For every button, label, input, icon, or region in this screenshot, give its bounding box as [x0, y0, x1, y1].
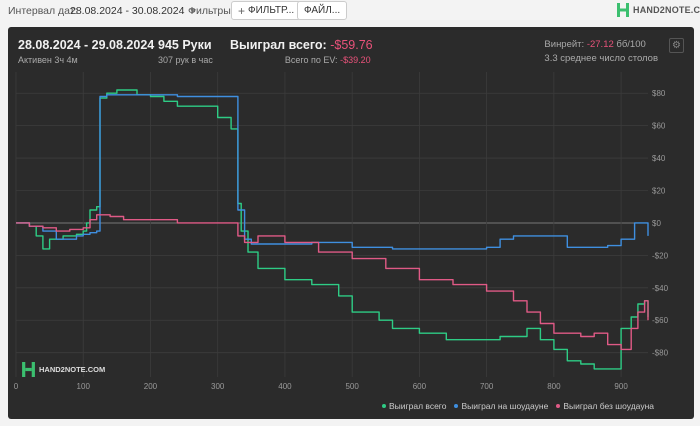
winnings-chart: $80 $60 $40 $20 $0 -$20 -$40 -$60 -$80 0 100 200 300… [14, 72, 669, 391]
legend-dot [454, 404, 459, 408]
x-tick-label: 0 [14, 382, 19, 391]
filter-button-label: ФИЛЬТР... [248, 5, 295, 16]
y-tick-label: -$40 [652, 284, 669, 293]
brand-logo: HAND2NOTE.COM [617, 3, 700, 17]
y-tick-label: $20 [652, 187, 666, 196]
legend-dot [556, 404, 561, 408]
date-range-text: 28.08.2024 - 29.08.2024 [18, 38, 155, 52]
hands-count: 945 Руки [158, 38, 212, 52]
settings-button[interactable]: ⚙ [669, 38, 684, 53]
x-tick-label: 300 [211, 382, 225, 391]
toolbar: Интервал дат: 28.08.2024 - 30.08.2024 Фи… [0, 0, 700, 24]
won-label: Выиграл всего: [230, 38, 327, 52]
y-tick-label: $80 [652, 89, 666, 98]
graph-panel: 28.08.2024 - 29.08.2024 Активен 3ч 4м 94… [8, 27, 694, 419]
x-tick-label: 500 [345, 382, 359, 391]
date-range-stat: 28.08.2024 - 29.08.2024 Активен 3ч 4м [18, 38, 154, 65]
series-line-0 [16, 89, 649, 370]
y-tick-label: -$80 [652, 349, 669, 358]
x-tick-label: 800 [547, 382, 561, 391]
legend-label: Выиграл на шоудауне [461, 401, 549, 411]
legend-label: Выиграл всего [389, 401, 447, 411]
won-value: -$59.76 [330, 38, 373, 52]
brand-name: HAND2NOTE.COM [633, 5, 700, 15]
x-tick-label: 400 [278, 382, 292, 391]
chart-legend: Выиграл всего Выиграл на шоудауне Выигра… [382, 401, 654, 411]
date-range-select[interactable]: 28.08.2024 - 30.08.2024 [70, 5, 197, 17]
x-tick-label: 200 [144, 382, 158, 391]
active-time: Активен 3ч 4м [18, 55, 78, 65]
legend-dot [382, 404, 386, 408]
y-tick-label: -$60 [652, 316, 669, 325]
x-tick-label: 600 [413, 382, 427, 391]
legend-item-nonshowdown[interactable]: Выиграл без шоудауна [556, 401, 654, 411]
x-tick-label: 700 [480, 382, 494, 391]
hands-rate: 307 рук в час [158, 55, 213, 65]
ev-label: Всего по EV: [284, 55, 338, 65]
won-stat: Выиграл всего: -$59.76 Всего по EV: -$39… [230, 38, 373, 65]
hands-stat: 945 Руки 307 рук в час [158, 38, 213, 65]
avg-tables: 3.3 среднее число столов [544, 53, 658, 64]
watermark: HAND2NOTE.COM [22, 362, 105, 377]
ev-value: -$39.20 [340, 55, 371, 65]
plus-icon: + [238, 3, 246, 18]
winrate-label: Винрейт: [544, 39, 585, 50]
watermark-text: HAND2NOTE.COM [39, 365, 106, 374]
x-tick-label: 900 [614, 382, 628, 391]
h2n-logo-icon [22, 362, 35, 377]
y-tick-label: -$20 [652, 251, 669, 260]
file-button[interactable]: ФАЙЛ... [297, 1, 348, 20]
series-line-2 [16, 214, 649, 351]
filters-label: Фильтры: [188, 5, 234, 17]
y-tick-label: $40 [652, 154, 666, 163]
filter-button[interactable]: + ФИЛЬТР... [231, 1, 302, 20]
date-range-value: 28.08.2024 - 30.08.2024 [70, 5, 185, 17]
winrate-stat: Винрейт: -27.12 бб/100 3.3 среднее число… [544, 38, 658, 66]
x-tick-label: 100 [77, 382, 91, 391]
series-line-1 [16, 94, 649, 250]
y-tick-label: $60 [652, 122, 666, 131]
gear-icon: ⚙ [672, 40, 681, 51]
legend-label: Выиграл без шоудауна [563, 401, 654, 411]
legend-item-total[interactable]: Выиграл всего [382, 401, 446, 411]
winrate-unit: бб/100 [616, 39, 646, 50]
winrate-value: -27.12 [586, 39, 614, 50]
h2n-logo-icon [617, 3, 629, 17]
file-button-label: ФАЙЛ... [304, 5, 341, 16]
y-tick-label: $0 [652, 219, 661, 228]
interval-label: Интервал дат: [8, 5, 78, 17]
legend-item-showdown[interactable]: Выиграл на шоудауне [454, 401, 548, 411]
chevron-down-icon [190, 9, 197, 13]
